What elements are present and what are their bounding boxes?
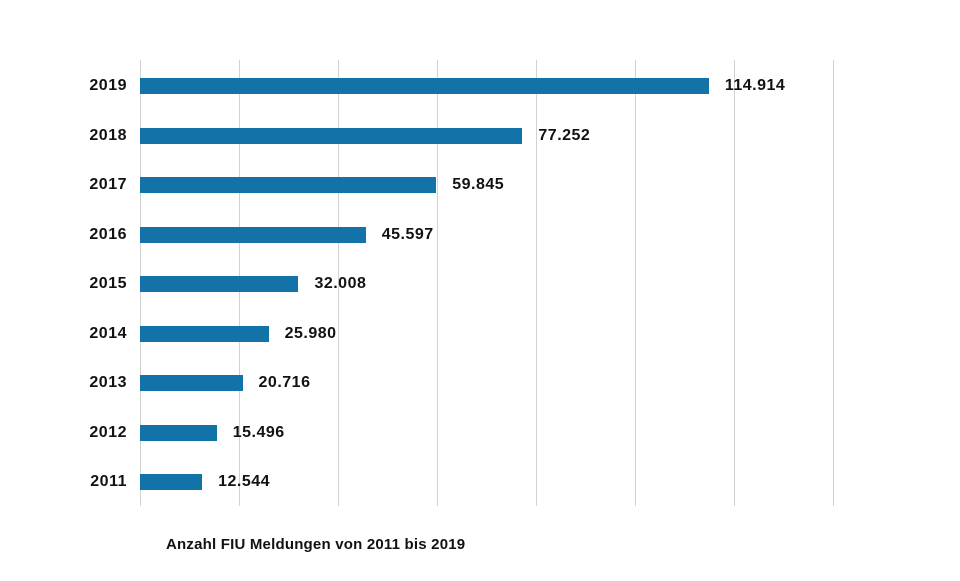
bar-2011 [140,474,203,490]
value-label-2016: 45.597 [381,225,434,243]
value-label-2013: 20.716 [258,374,311,391]
value-label-2017: 59.845 [452,176,505,193]
category-label-2015: 2015 [89,275,127,292]
bar-2019 [140,78,709,94]
bar-2017 [140,177,437,193]
value-label-2019: 114.914 [724,77,786,94]
bar-2016 [140,226,366,243]
category-label-2017: 2017 [89,176,127,193]
bar-2012 [140,424,217,441]
chart-caption: Anzahl FIU Meldungen von 2011 bis 2019 [166,536,466,553]
category-label-2014: 2014 [89,324,127,342]
bar-2014 [140,325,269,342]
value-label-2018: 77.252 [538,126,591,144]
value-label-2014: 25.980 [284,324,337,342]
value-label-2011: 12.544 [218,473,271,490]
category-label-2012: 2012 [89,423,127,441]
plot-area [140,60,834,506]
category-label-2011: 2011 [90,473,127,490]
gridline [338,60,339,506]
category-label-2018: 2018 [89,126,127,144]
gridline [635,60,636,506]
gridline [536,60,537,506]
bar-2013 [140,375,243,391]
bar-2015 [140,276,299,292]
category-label-2019: 2019 [89,77,127,94]
bar-2018 [140,127,523,144]
gridline [437,60,438,506]
gridline [833,60,834,506]
gridline [734,60,735,506]
value-label-2012: 15.496 [232,423,285,441]
value-label-2015: 32.008 [314,275,367,292]
category-label-2016: 2016 [89,225,127,243]
category-label-2013: 2013 [89,374,127,391]
